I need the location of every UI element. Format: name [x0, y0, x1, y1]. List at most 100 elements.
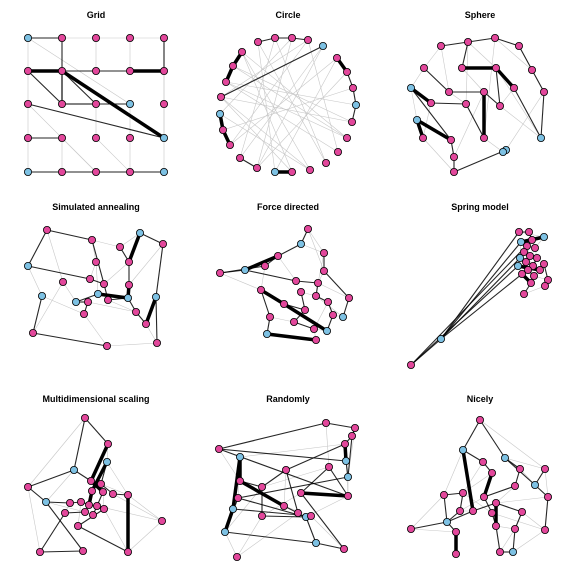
node-pink [126, 34, 135, 43]
edge-light [462, 492, 493, 514]
edge-light [495, 496, 549, 504]
panel-randomly: Randomly [214, 394, 359, 562]
nodes-multidimensional-scaling [23, 413, 166, 557]
node-blue [124, 293, 133, 302]
node-pink [89, 510, 98, 519]
edge-light [107, 299, 137, 313]
edge-medium [513, 87, 542, 139]
node-pink [540, 88, 549, 97]
node-pink [116, 242, 125, 251]
node-blue [516, 253, 525, 262]
node-pink [74, 522, 83, 531]
node-pink [516, 464, 525, 473]
edge-medium [27, 229, 48, 267]
edge-medium [453, 149, 507, 173]
node-pink [449, 167, 458, 176]
edge-light [310, 515, 345, 550]
node-pink [309, 324, 318, 333]
edge-heavy [127, 232, 142, 263]
edge-light [87, 301, 137, 313]
edge-light [83, 313, 108, 347]
edge-medium [27, 103, 165, 139]
node-blue [42, 497, 51, 506]
node-blue [135, 228, 144, 237]
node-pink [490, 34, 499, 43]
edge-light [256, 45, 324, 169]
edge-light [307, 228, 325, 272]
node-blue [23, 34, 32, 43]
edge-medium [155, 243, 164, 298]
edge-medium [27, 469, 75, 488]
node-pink [491, 64, 500, 73]
edge-medium [495, 502, 523, 513]
edge-heavy [97, 292, 129, 300]
edge-light [224, 531, 238, 558]
node-pink [281, 465, 290, 474]
node-pink [339, 545, 348, 554]
node-pink [58, 67, 67, 76]
edge-light [219, 113, 311, 171]
node-pink [406, 360, 415, 369]
panel-title-grid: Grid [87, 10, 106, 20]
panel-circle: Circle [215, 10, 360, 176]
node-pink [344, 293, 353, 302]
node-blue [458, 445, 467, 454]
node-pink [303, 224, 312, 233]
node-pink [541, 526, 550, 535]
node-pink [451, 528, 460, 537]
node-pink [321, 158, 330, 167]
node-blue [406, 84, 415, 93]
edge-medium [315, 542, 345, 550]
node-pink [463, 38, 472, 47]
node-pink [126, 133, 135, 142]
edge-medium [27, 265, 91, 280]
panel-force-directed: Force directed [215, 202, 353, 344]
edge-medium [410, 265, 519, 366]
edge-medium [462, 419, 481, 451]
edge-light [236, 515, 263, 558]
panel-simulated-annealing: Simulated annealing [23, 202, 167, 350]
node-pink [273, 251, 282, 260]
node-pink [86, 274, 95, 283]
panel-nicely: Nicely [406, 394, 553, 559]
node-pink [491, 522, 500, 531]
edge-light [95, 137, 131, 173]
node-blue [343, 472, 352, 481]
edge-light [283, 469, 287, 507]
edge-light [225, 81, 348, 139]
node-pink [340, 439, 349, 448]
node-pink [237, 48, 246, 57]
edge-medium [446, 510, 474, 523]
edge-medium [300, 492, 345, 550]
edge-medium [224, 531, 317, 544]
edge-light [274, 57, 338, 173]
node-blue [151, 292, 160, 301]
edge-medium [244, 269, 297, 282]
node-pink [303, 36, 312, 45]
node-blue [537, 133, 546, 142]
node-blue [23, 167, 32, 176]
node-pink [475, 415, 484, 424]
edge-medium [443, 494, 448, 523]
edge-light [119, 232, 141, 248]
edge-light [483, 37, 496, 139]
edge-light [103, 508, 129, 553]
edge-medium [461, 41, 469, 69]
edge-heavy [239, 479, 285, 508]
node-pink [216, 93, 225, 102]
node-pink [342, 133, 351, 142]
edge-light [241, 51, 348, 139]
edge-heavy [266, 332, 317, 342]
node-pink [58, 100, 67, 109]
node-pink [279, 299, 288, 308]
edge-medium [39, 512, 66, 553]
node-blue [500, 453, 509, 462]
node-pink [215, 268, 224, 277]
node-pink [333, 147, 342, 156]
edge-heavy [482, 472, 494, 498]
edge-light [274, 37, 327, 164]
node-pink [515, 42, 524, 51]
node-pink [257, 512, 266, 521]
edge-medium [27, 70, 63, 105]
edge-medium [328, 466, 349, 497]
